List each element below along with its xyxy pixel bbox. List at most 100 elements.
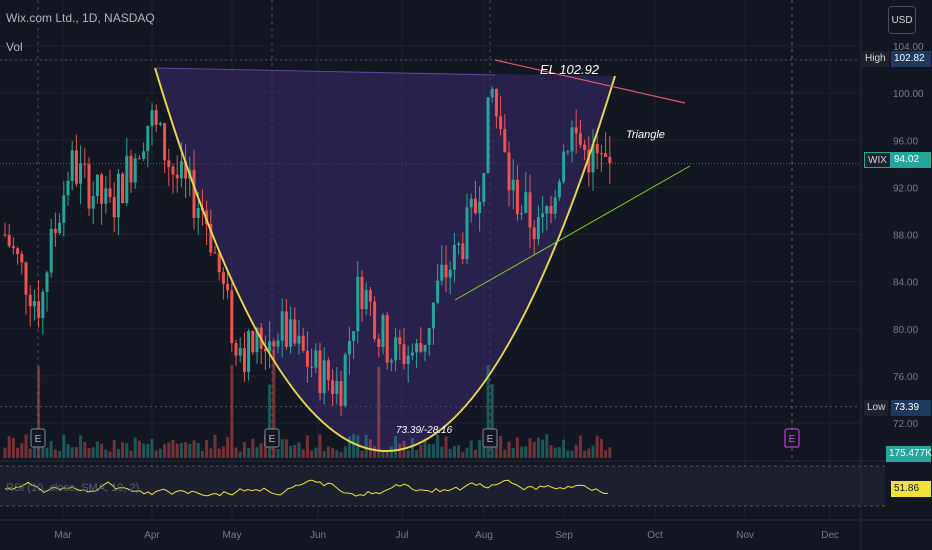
price-axis: 72.00 76.00 80.00 84.00 88.00 92.00 96.00 100.0…	[893, 42, 924, 430]
volume-bar	[520, 446, 524, 458]
candle-body	[507, 152, 511, 191]
volume-bar	[322, 451, 326, 458]
volume-bar	[591, 445, 595, 458]
candle-body	[553, 197, 557, 214]
candle-body	[377, 338, 381, 347]
price-tick-label: 72.00	[893, 419, 918, 430]
candle-body	[381, 314, 385, 347]
volume-bar	[507, 441, 511, 458]
volume-bar	[95, 441, 99, 458]
candle-body	[184, 161, 188, 179]
candle-body	[11, 246, 15, 249]
candle-body	[364, 290, 368, 309]
candle-body	[347, 341, 351, 355]
volume-bar	[515, 437, 519, 458]
earnings-marker	[264, 428, 280, 448]
candle-body	[171, 166, 175, 175]
volume-bar	[532, 441, 536, 458]
volume-bar	[469, 440, 473, 458]
candle-body	[45, 272, 49, 292]
candle-body	[419, 343, 423, 352]
candle-body	[461, 243, 465, 259]
high-annotation: EL 102.92	[540, 62, 600, 77]
candle-body	[234, 343, 238, 356]
candle-body	[154, 110, 158, 125]
volume-bar	[545, 434, 549, 458]
candle-body	[217, 253, 221, 273]
volume-bar	[318, 434, 322, 458]
volume-bar	[24, 434, 28, 458]
candle-body	[503, 129, 507, 153]
candle-body	[398, 337, 402, 345]
volume-bar	[104, 449, 108, 458]
candle-body	[528, 192, 532, 228]
volume-bar	[566, 450, 570, 458]
volume-bar	[62, 434, 66, 458]
volume-bar	[142, 443, 146, 458]
earnings-label: E	[269, 434, 276, 445]
volume-bar	[587, 448, 591, 458]
candle-body	[494, 88, 498, 117]
earnings-marker	[482, 428, 498, 448]
volume-bar	[276, 449, 280, 458]
time-tick-label: Sep	[555, 530, 573, 541]
volume-bar	[528, 438, 532, 458]
candle-body	[66, 180, 70, 196]
candle-body	[482, 173, 486, 203]
volume-bar	[541, 439, 545, 458]
volume-bar	[251, 438, 255, 458]
volume-bar	[604, 450, 608, 458]
candle-body	[167, 160, 171, 167]
volume-bar	[448, 448, 452, 458]
volume-bar	[557, 447, 561, 458]
candle-body	[20, 254, 24, 263]
earnings-label: E	[789, 434, 796, 445]
candle-body	[440, 264, 444, 281]
volume-bar	[32, 446, 36, 458]
candle-body	[410, 352, 414, 356]
candle-body	[163, 123, 167, 161]
candle-body	[389, 360, 393, 363]
volume-bar	[415, 450, 419, 458]
candle-body	[280, 311, 284, 341]
volume-bar	[20, 443, 24, 458]
candle-body	[469, 198, 473, 208]
candle-body	[104, 188, 108, 204]
currency-button[interactable]: USD	[888, 6, 916, 34]
volume-bar	[373, 446, 377, 458]
candle-body	[301, 335, 305, 351]
volume-bar	[310, 450, 314, 458]
candle-body	[457, 243, 461, 246]
candle-body	[221, 272, 225, 284]
candle-body	[255, 327, 259, 353]
candle-body	[574, 127, 578, 134]
candle-body	[121, 173, 125, 204]
candle-body	[251, 331, 255, 353]
candle-body	[209, 224, 213, 253]
volume-bar	[79, 435, 83, 458]
volume-bar	[129, 450, 133, 458]
candle-body	[28, 294, 32, 307]
volume-bar	[326, 446, 330, 458]
candle-body	[352, 331, 356, 342]
candle-body	[70, 150, 74, 181]
candle-body	[16, 248, 20, 255]
volume-bar	[599, 438, 603, 458]
candle-body	[452, 245, 456, 270]
pattern-annotation: Triangle	[626, 129, 665, 141]
candle-body	[557, 181, 561, 198]
volume-bar	[553, 447, 557, 458]
candle-body	[293, 319, 297, 344]
candle-body	[91, 196, 95, 209]
candle-body	[268, 341, 272, 352]
volume-bar	[242, 442, 246, 458]
volume-bar	[419, 444, 423, 458]
candle-body	[415, 343, 419, 353]
volume-bar	[347, 436, 351, 458]
candle-body	[74, 150, 78, 184]
cup-curve	[154, 67, 616, 452]
volume-value: 175.477K	[886, 446, 932, 462]
high-label: High	[862, 51, 889, 67]
volume-bar	[158, 448, 162, 458]
